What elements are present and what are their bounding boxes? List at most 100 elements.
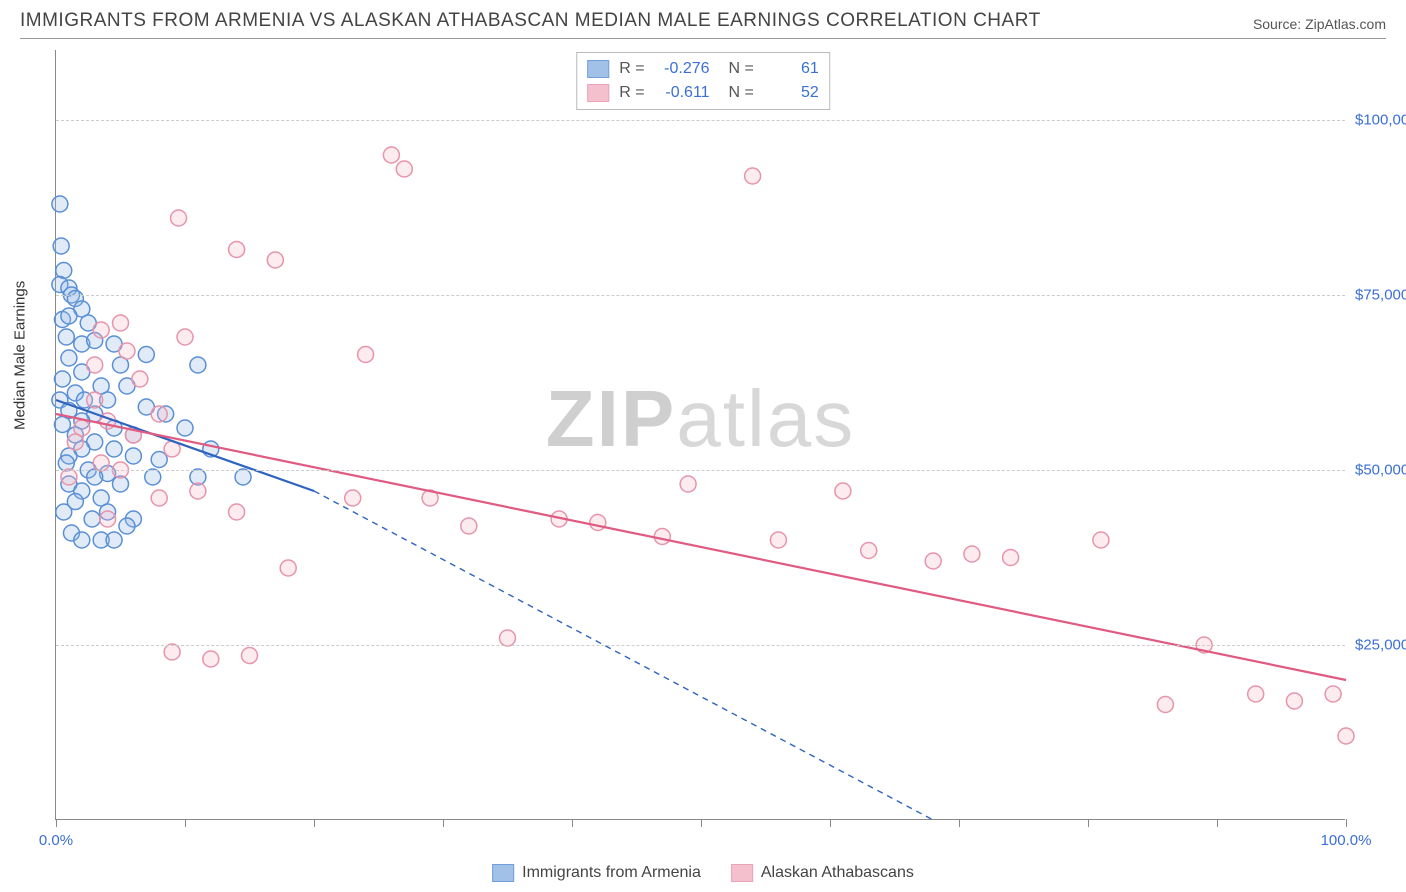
data-point-armenia bbox=[145, 469, 161, 485]
legend-swatch-armenia bbox=[492, 864, 514, 882]
y-tick-label: $100,000 bbox=[1355, 112, 1406, 129]
legend-label-armenia: Immigrants from Armenia bbox=[522, 864, 701, 882]
series-legend: Immigrants from Armenia Alaskan Athabasc… bbox=[492, 864, 914, 882]
data-point-athabascan bbox=[383, 147, 399, 163]
legend-item-athabascan: Alaskan Athabascans bbox=[731, 864, 914, 882]
y-tick-label: $25,000 bbox=[1355, 637, 1406, 654]
data-point-athabascan bbox=[113, 315, 129, 331]
data-point-athabascan bbox=[93, 322, 109, 338]
n-label: N = bbox=[720, 57, 754, 81]
gridline bbox=[56, 120, 1345, 121]
x-tick bbox=[701, 819, 702, 827]
data-point-athabascan bbox=[267, 252, 283, 268]
x-tick bbox=[1088, 819, 1089, 827]
data-point-athabascan bbox=[1003, 550, 1019, 566]
data-point-armenia bbox=[151, 452, 167, 468]
data-point-athabascan bbox=[654, 529, 670, 545]
x-tick bbox=[572, 819, 573, 827]
x-tick bbox=[1346, 819, 1347, 827]
x-tick bbox=[830, 819, 831, 827]
data-point-athabascan bbox=[500, 630, 516, 646]
legend-item-armenia: Immigrants from Armenia bbox=[492, 864, 701, 882]
r-value-armenia: -0.276 bbox=[655, 57, 710, 81]
data-point-athabascan bbox=[590, 515, 606, 531]
data-point-athabascan bbox=[203, 651, 219, 667]
data-point-athabascan bbox=[925, 553, 941, 569]
data-point-armenia bbox=[74, 532, 90, 548]
data-point-armenia bbox=[177, 420, 193, 436]
x-tick bbox=[314, 819, 315, 827]
data-point-athabascan bbox=[119, 343, 135, 359]
data-point-athabascan bbox=[151, 490, 167, 506]
legend-row: R = -0.611 N = 52 bbox=[587, 81, 819, 105]
legend-label-athabascan: Alaskan Athabascans bbox=[761, 864, 914, 882]
data-point-armenia bbox=[58, 329, 74, 345]
data-point-athabascan bbox=[680, 476, 696, 492]
data-point-athabascan bbox=[87, 392, 103, 408]
data-point-athabascan bbox=[190, 483, 206, 499]
data-point-athabascan bbox=[1286, 693, 1302, 709]
y-axis-title: Median Male Earnings bbox=[12, 281, 29, 430]
x-tick bbox=[1217, 819, 1218, 827]
data-point-armenia bbox=[235, 469, 251, 485]
data-point-athabascan bbox=[132, 371, 148, 387]
chart-plot-area: ZIPatlas $25,000$50,000$75,000$100,0000.… bbox=[55, 50, 1345, 820]
y-tick-label: $50,000 bbox=[1355, 462, 1406, 479]
data-point-armenia bbox=[138, 347, 154, 363]
x-tick-label: 100.0% bbox=[1321, 832, 1372, 849]
data-point-athabascan bbox=[396, 161, 412, 177]
data-point-athabascan bbox=[61, 469, 77, 485]
legend-swatch-armenia bbox=[587, 60, 609, 78]
data-point-athabascan bbox=[461, 518, 477, 534]
n-value-athabascan: 52 bbox=[764, 81, 819, 105]
trend-line-athabascan bbox=[56, 414, 1346, 680]
data-point-armenia bbox=[52, 196, 68, 212]
data-point-armenia bbox=[61, 308, 77, 324]
data-point-armenia bbox=[190, 357, 206, 373]
data-point-athabascan bbox=[280, 560, 296, 576]
data-point-athabascan bbox=[1338, 728, 1354, 744]
data-point-armenia bbox=[54, 417, 70, 433]
r-label: R = bbox=[619, 81, 644, 105]
scatter-plot-svg bbox=[56, 50, 1345, 819]
data-point-armenia bbox=[119, 518, 135, 534]
data-point-athabascan bbox=[358, 347, 374, 363]
data-point-athabascan bbox=[93, 455, 109, 471]
data-point-athabascan bbox=[242, 648, 258, 664]
r-value-athabascan: -0.611 bbox=[655, 81, 710, 105]
data-point-athabascan bbox=[1093, 532, 1109, 548]
data-point-armenia bbox=[53, 238, 69, 254]
data-point-athabascan bbox=[1325, 686, 1341, 702]
data-point-athabascan bbox=[177, 329, 193, 345]
data-point-athabascan bbox=[100, 511, 116, 527]
data-point-athabascan bbox=[835, 483, 851, 499]
r-label: R = bbox=[619, 57, 644, 81]
gridline bbox=[56, 295, 1345, 296]
data-point-armenia bbox=[125, 448, 141, 464]
data-point-armenia bbox=[54, 371, 70, 387]
legend-swatch-athabascan bbox=[587, 84, 609, 102]
data-point-athabascan bbox=[345, 490, 361, 506]
data-point-athabascan bbox=[1157, 697, 1173, 713]
data-point-athabascan bbox=[171, 210, 187, 226]
data-point-athabascan bbox=[67, 434, 83, 450]
x-tick bbox=[959, 819, 960, 827]
data-point-armenia bbox=[58, 455, 74, 471]
data-point-athabascan bbox=[87, 357, 103, 373]
gridline bbox=[56, 645, 1345, 646]
legend-row: R = -0.276 N = 61 bbox=[587, 57, 819, 81]
legend-swatch-athabascan bbox=[731, 864, 753, 882]
data-point-athabascan bbox=[964, 546, 980, 562]
gridline bbox=[56, 470, 1345, 471]
n-value-armenia: 61 bbox=[764, 57, 819, 81]
data-point-athabascan bbox=[770, 532, 786, 548]
correlation-legend: R = -0.276 N = 61 R = -0.611 N = 52 bbox=[576, 52, 830, 110]
n-label: N = bbox=[720, 81, 754, 105]
trend-line-ext-armenia bbox=[314, 491, 933, 820]
data-point-armenia bbox=[61, 350, 77, 366]
data-point-athabascan bbox=[861, 543, 877, 559]
data-point-athabascan bbox=[151, 406, 167, 422]
x-tick bbox=[185, 819, 186, 827]
data-point-armenia bbox=[106, 441, 122, 457]
source-label: Source: ZipAtlas.com bbox=[1253, 16, 1386, 32]
